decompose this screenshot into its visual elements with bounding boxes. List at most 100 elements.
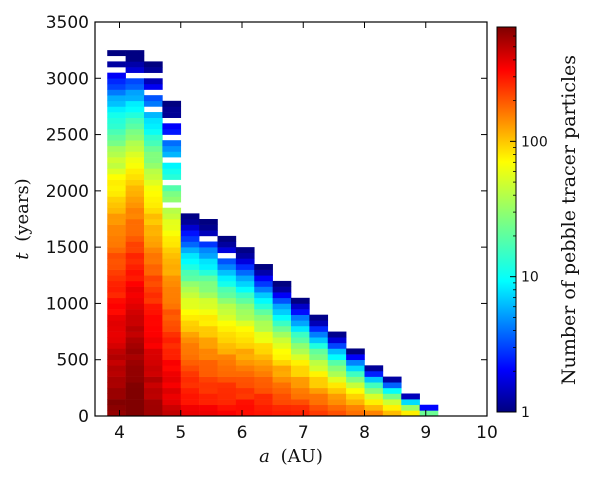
heatmap-cell (125, 320, 145, 327)
heatmap-cell (254, 280, 273, 287)
heatmap-cell (144, 376, 163, 383)
heatmap-cell (419, 404, 439, 411)
x-axis-ticks: 4 5 6 7 8 9 10 (114, 22, 498, 443)
heatmap-cell (144, 314, 163, 321)
heatmap-cell (235, 303, 255, 310)
heatmap-cell (180, 297, 200, 304)
heatmap-cell (125, 128, 145, 135)
heatmap-cell (199, 387, 218, 394)
heatmap-cell (254, 325, 273, 332)
heatmap-cell (272, 359, 292, 366)
heatmap-cell (199, 230, 218, 237)
heatmap-cell (125, 382, 145, 389)
heatmap-cell (235, 269, 255, 276)
heatmap-cell (144, 134, 163, 141)
heatmap-cell (217, 404, 237, 411)
heatmap-cell (107, 50, 126, 57)
heatmap-cell (162, 382, 182, 389)
heatmap-cell (125, 179, 145, 186)
heatmap-cell (180, 348, 200, 355)
heatmap-cell (346, 348, 365, 355)
heatmap-cell (364, 410, 384, 417)
heatmap-cell (125, 219, 145, 225)
heatmap-cell (162, 303, 182, 310)
heatmap-cell (254, 309, 273, 315)
heatmap-cell (144, 393, 163, 400)
heatmap-cell (272, 280, 292, 287)
heatmap-cell (125, 275, 145, 282)
heatmap-cell (217, 269, 237, 276)
heatmap-cell (217, 241, 237, 248)
heatmap-cell (144, 151, 163, 158)
heatmap-cell (327, 399, 347, 406)
heatmap-cell (291, 348, 310, 355)
heatmap-cell (107, 292, 126, 299)
heatmap-cell (107, 309, 126, 315)
x-axis-variable: a (259, 446, 270, 467)
heatmap-cell (107, 286, 126, 293)
heatmap-cell (162, 140, 182, 147)
heatmap-cell (180, 320, 200, 327)
heatmap-cell (180, 303, 200, 310)
heatmap-cell (235, 309, 255, 315)
heatmap-cell (291, 399, 310, 406)
heatmap-cell (309, 314, 329, 321)
heatmap-cell (107, 207, 126, 214)
heatmap-cell (125, 95, 145, 102)
heatmap-cell (125, 325, 145, 332)
heatmap-cell (144, 337, 163, 344)
heatmap-cell (144, 173, 163, 180)
heatmap-cell (162, 185, 182, 192)
heatmap-cell (272, 382, 292, 389)
heatmap-cell (107, 162, 126, 169)
heatmap-cell (162, 235, 182, 242)
heatmap-cell (235, 325, 255, 332)
heatmap-cell (162, 410, 182, 417)
heatmap-cell (199, 410, 218, 417)
colorbar-ticks: 1 10 100 (510, 26, 548, 421)
heatmap-cell (235, 247, 255, 254)
heatmap-cell (180, 309, 200, 315)
heatmap-cell (125, 404, 145, 411)
heatmap-cell (180, 342, 200, 349)
heatmap-cell (272, 325, 292, 332)
heatmap-cell (217, 331, 237, 338)
heatmap-cell (235, 286, 255, 293)
heatmap-cell (235, 297, 255, 304)
heatmap-cell (364, 404, 384, 411)
heatmap-cell (254, 320, 273, 327)
heatmap-cell (162, 359, 182, 366)
heatmap-cell (254, 365, 273, 372)
heatmap-cell (346, 370, 365, 377)
heatmap-cell (309, 410, 329, 417)
heatmap-cell (107, 404, 126, 411)
heatmap-cell (291, 382, 310, 389)
heatmap-cell (144, 280, 163, 287)
heatmap-cell (125, 106, 145, 113)
heatmap-cell (125, 112, 145, 118)
heatmap-cell (291, 376, 310, 383)
heatmap-cell (235, 275, 255, 282)
heatmap-cell (217, 337, 237, 344)
heatmap-cell (144, 100, 163, 107)
heatmap-cell (217, 292, 237, 299)
heatmap-cell (217, 365, 237, 372)
heatmap-cell (162, 258, 182, 265)
heatmap-cell (125, 258, 145, 265)
heatmap-cell (309, 387, 329, 394)
heatmap-cell (144, 303, 163, 310)
heatmap-cell (272, 354, 292, 361)
heatmap-cell (180, 292, 200, 299)
heatmap-cell (107, 365, 126, 372)
heatmap-cell (199, 280, 218, 287)
heatmap-cell (107, 168, 126, 175)
heatmap-cell (162, 230, 182, 237)
heatmap-cell (254, 359, 273, 366)
heatmap-cell (125, 331, 145, 338)
heatmap-cell (144, 219, 163, 225)
heatmap-cell (291, 410, 310, 417)
heatmap-cell (235, 258, 255, 265)
heatmap-cell (180, 393, 200, 400)
heatmap-cell (144, 202, 163, 209)
y-tick-label: 2500 (46, 126, 89, 146)
